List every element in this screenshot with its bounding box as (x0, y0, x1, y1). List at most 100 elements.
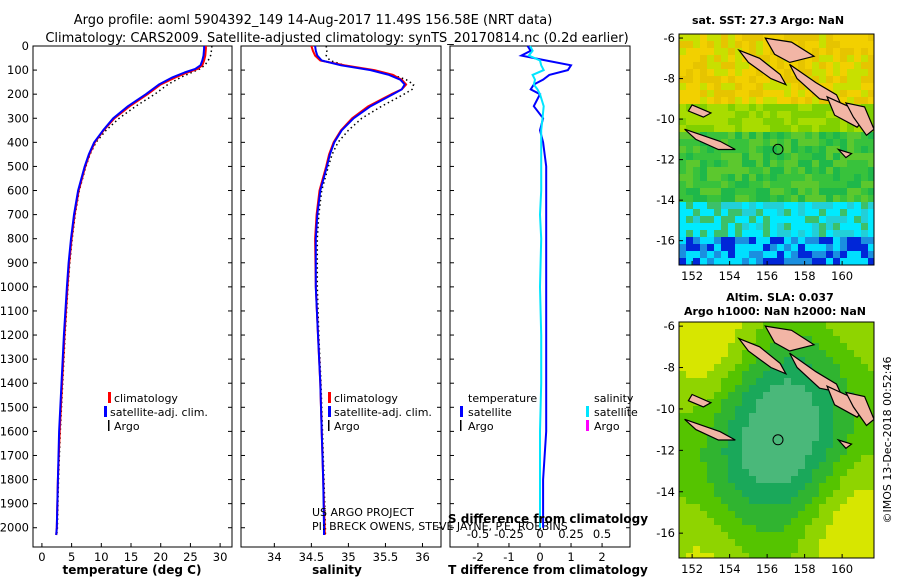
map-pixel (770, 420, 778, 428)
map-pixel (833, 357, 841, 365)
map-pixel (721, 497, 729, 505)
map-pixel (707, 237, 715, 245)
map-pixel (798, 83, 806, 91)
map-pixel (833, 350, 841, 358)
map-pixel (721, 209, 729, 217)
map-pixel (784, 230, 792, 238)
map-pixel (854, 532, 862, 540)
map-pixel (784, 244, 792, 252)
map-pixel (805, 385, 813, 393)
map-pixel (763, 406, 771, 414)
depth-tick-label: 1400 (0, 376, 29, 390)
map-pixel (763, 132, 771, 140)
map-pixel (693, 202, 701, 210)
map-pixel (819, 469, 827, 477)
lon-tick-label: 160 (831, 269, 853, 283)
map-pixel (763, 55, 771, 63)
map-pixel (728, 350, 736, 358)
map-pixel (728, 90, 736, 98)
map-pixel (854, 329, 862, 337)
map-pixel (742, 181, 750, 189)
map-pixel (735, 76, 743, 84)
map-pixel (700, 343, 708, 351)
map-pixel (721, 62, 729, 70)
map-pixel (798, 244, 806, 252)
map-pixel (805, 476, 813, 484)
map-pixel (735, 90, 743, 98)
s-difference-tick-label: -0.25 (494, 527, 524, 541)
map-pixel (854, 139, 862, 147)
map-pixel (784, 216, 792, 224)
map-pixel (679, 223, 687, 231)
map-pixel (707, 329, 715, 337)
map-pixel (714, 181, 722, 189)
map-pixel (735, 195, 743, 203)
map-pixel (693, 336, 701, 344)
lat-tick-label: -16 (656, 234, 675, 248)
map-pixel (861, 462, 869, 470)
map-pixel (833, 371, 841, 379)
map-pixel (742, 97, 750, 105)
map-pixel (840, 504, 848, 512)
map-pixel (728, 336, 736, 344)
map-pixel (770, 216, 778, 224)
map-pixel (805, 497, 813, 505)
map-pixel (868, 97, 874, 105)
map-pixel (742, 41, 750, 49)
map-pixel (735, 532, 743, 540)
map-pixel (854, 132, 862, 140)
map-pixel (756, 104, 764, 112)
map-pixel (868, 504, 874, 512)
map-pixel (693, 244, 701, 252)
map-pixel (693, 62, 701, 70)
map-pixel (833, 476, 841, 484)
map-pixel (840, 420, 848, 428)
map-pixel (721, 153, 729, 161)
map-pixel (826, 125, 834, 133)
map-pixel (693, 34, 701, 42)
map-pixel (819, 76, 827, 84)
map-pixel (791, 525, 799, 533)
map-pixel (777, 455, 785, 463)
map-pixel (756, 511, 764, 519)
map-pixel (798, 385, 806, 393)
map-pixel (721, 525, 729, 533)
map-pixel (798, 90, 806, 98)
map-pixel (819, 448, 827, 456)
map-pixel (798, 406, 806, 414)
map-pixel (749, 104, 757, 112)
map-pixel (847, 230, 855, 238)
map-pixel (868, 90, 874, 98)
map-pixel (854, 69, 862, 77)
map-pixel (784, 427, 792, 435)
map-pixel (714, 413, 722, 421)
map-pixel (679, 350, 687, 358)
map-pixel (833, 160, 841, 168)
map-pixel (798, 434, 806, 442)
map-pixel (770, 188, 778, 196)
map-pixel (791, 476, 799, 484)
map-pixel (840, 34, 848, 42)
map-pixel (707, 413, 715, 421)
map-pixel (805, 455, 813, 463)
map-pixel (714, 462, 722, 470)
map-pixel (819, 406, 827, 414)
map-pixel (763, 251, 771, 259)
map-pixel (868, 427, 874, 435)
map-pixel (735, 455, 743, 463)
map-pixel (686, 469, 694, 477)
legend-salinity-satellite-swatch (586, 406, 589, 417)
map-pixel (770, 195, 778, 203)
map-pixel (749, 132, 757, 140)
map-pixel (728, 62, 736, 70)
lon-tick-label: 158 (794, 562, 816, 576)
map-pixel (784, 364, 792, 372)
map-pixel (847, 258, 855, 265)
map-pixel (749, 251, 757, 259)
map-pixel (735, 553, 743, 558)
map-pixel (770, 427, 778, 435)
map-pixel (679, 518, 687, 526)
map-pixel (735, 132, 743, 140)
map-pixel (826, 336, 834, 344)
map-pixel (847, 146, 855, 154)
